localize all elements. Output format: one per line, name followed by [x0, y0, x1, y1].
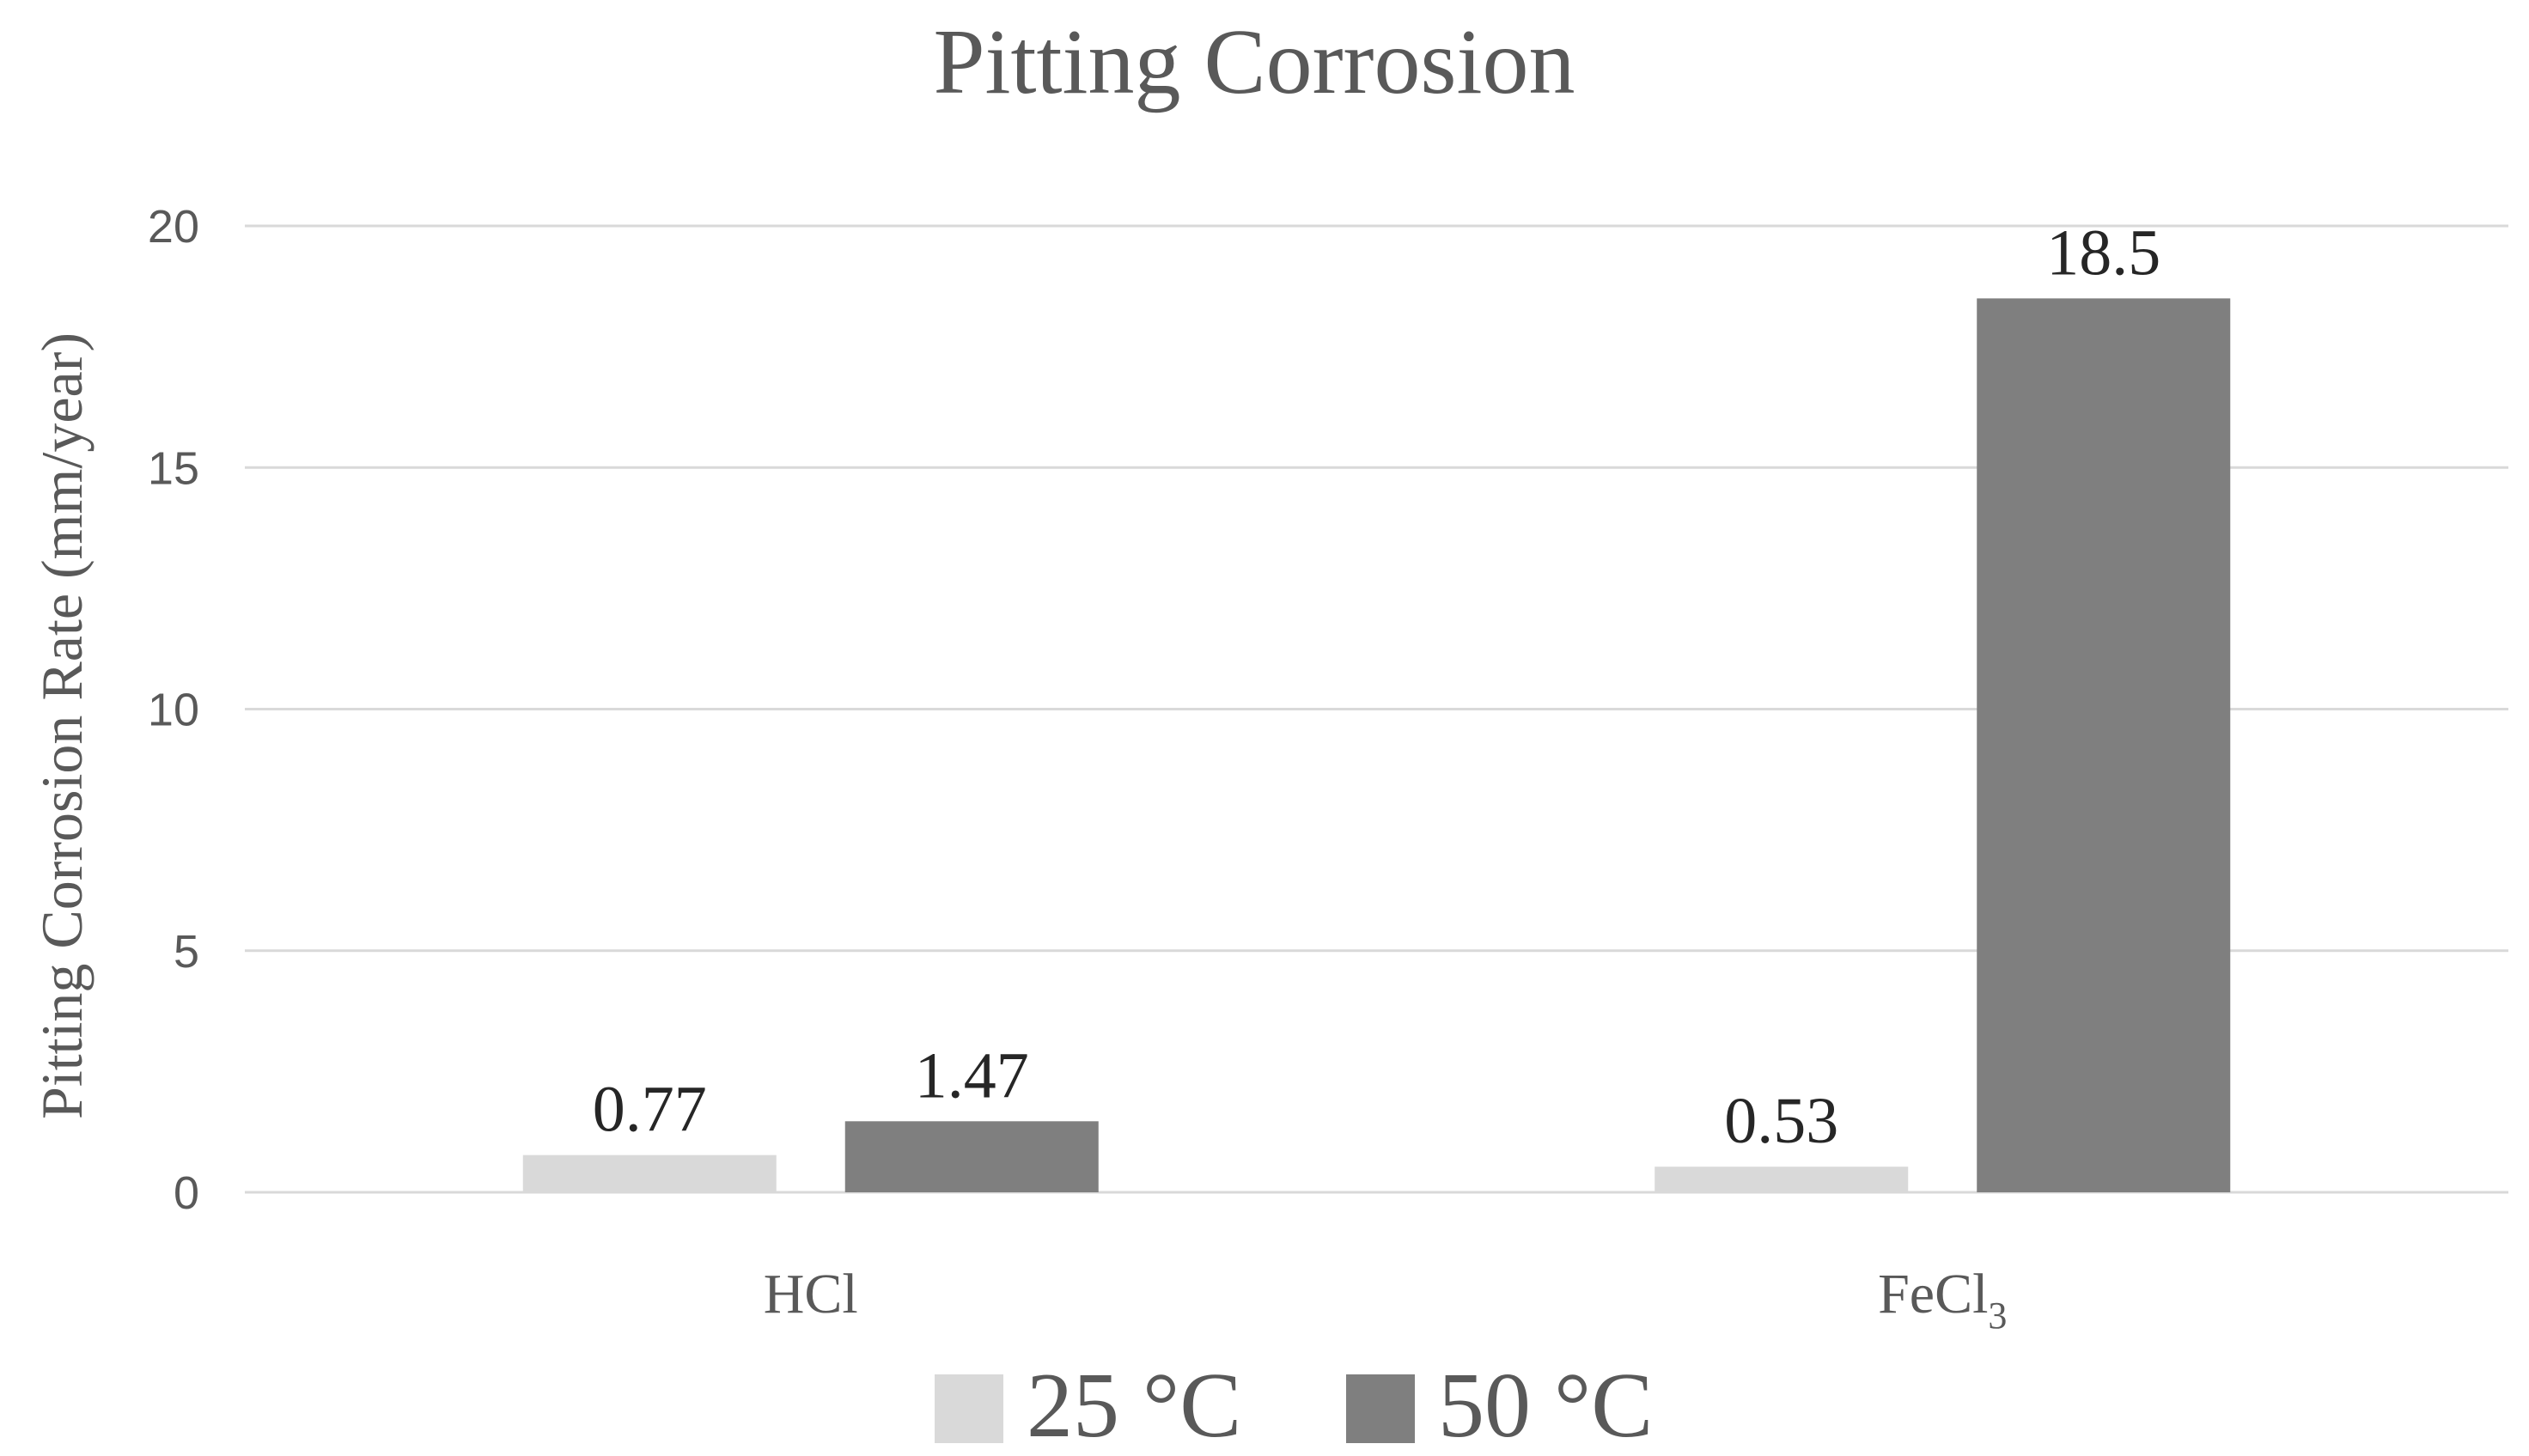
data-label: 18.5: [2046, 216, 2160, 289]
x-tick-label-base: FeCl: [1878, 1263, 1988, 1325]
bar: [844, 1121, 1099, 1192]
x-tick-label: FeCl3: [1878, 1263, 2007, 1337]
y-axis-label: Pitting Corrosion Rate (mm/year): [29, 332, 94, 1119]
x-tick-label-base: HCl: [764, 1263, 858, 1325]
legend-label: 50 °C: [1438, 1355, 1653, 1456]
bar: [522, 1154, 777, 1192]
y-tick-label: 0: [174, 1167, 199, 1219]
chart-title: Pitting Corrosion: [933, 11, 1575, 113]
legend-swatch: [1346, 1374, 1415, 1443]
legend-label: 25 °C: [1027, 1355, 1241, 1456]
x-tick-label: HCl: [764, 1263, 858, 1325]
y-tick-label: 10: [148, 685, 199, 736]
y-tick-label: 20: [148, 201, 199, 253]
y-tick-label: 15: [148, 442, 199, 494]
y-tick-label: 5: [174, 926, 199, 978]
legend: 25 °C 50 °C: [935, 1355, 1653, 1456]
data-labels: 0.77 1.47 0.53 18.5: [593, 216, 2161, 1157]
bars: [522, 298, 2231, 1192]
data-label: 1.47: [915, 1039, 1029, 1112]
data-label: 0.53: [1724, 1085, 1838, 1157]
x-tick-label-subscript: 3: [1988, 1295, 2007, 1337]
data-label: 0.77: [593, 1074, 707, 1146]
bar: [1977, 298, 2231, 1192]
y-axis-ticks: 0 5 10 15 20: [148, 201, 199, 1219]
legend-swatch: [935, 1374, 1003, 1443]
x-axis-ticks: HCl FeCl3: [764, 1263, 2008, 1337]
bar: [1655, 1167, 1909, 1192]
